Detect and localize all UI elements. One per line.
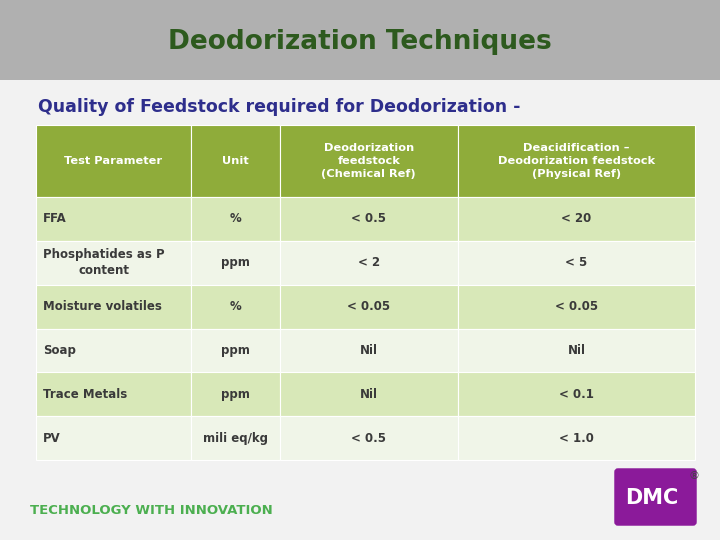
- Bar: [458, 241, 695, 285]
- Text: Nil: Nil: [360, 388, 378, 401]
- Text: ®: ®: [689, 471, 700, 481]
- Bar: [458, 285, 695, 328]
- Text: Phosphatides as P
content: Phosphatides as P content: [43, 248, 165, 277]
- Text: < 0.05: < 0.05: [347, 300, 390, 313]
- Bar: [280, 285, 458, 328]
- Text: Deacidification –
Deodorization feedstock
(Physical Ref): Deacidification – Deodorization feedstoc…: [498, 143, 655, 179]
- Text: FFA: FFA: [43, 212, 67, 225]
- Text: Trace Metals: Trace Metals: [43, 388, 127, 401]
- Text: Deodorization
feedstock
(Chemical Ref): Deodorization feedstock (Chemical Ref): [322, 143, 416, 179]
- Bar: [280, 197, 458, 241]
- Bar: [36, 197, 191, 241]
- Text: TECHNOLOGY WITH INNOVATION: TECHNOLOGY WITH INNOVATION: [30, 503, 273, 516]
- Text: %: %: [230, 212, 241, 225]
- Text: < 0.1: < 0.1: [559, 388, 594, 401]
- Bar: [280, 241, 458, 285]
- Bar: [280, 416, 458, 460]
- Bar: [458, 125, 695, 197]
- Text: Moisture volatiles: Moisture volatiles: [43, 300, 162, 313]
- Bar: [280, 373, 458, 416]
- Text: Unit: Unit: [222, 156, 248, 166]
- Text: Nil: Nil: [360, 344, 378, 357]
- Bar: [191, 416, 280, 460]
- Text: ppm: ppm: [221, 388, 250, 401]
- Bar: [191, 373, 280, 416]
- Text: PV: PV: [43, 431, 60, 444]
- Text: < 5: < 5: [565, 256, 588, 269]
- Text: < 0.5: < 0.5: [351, 212, 387, 225]
- Text: Deodorization Techniques: Deodorization Techniques: [168, 29, 552, 55]
- Text: Soap: Soap: [43, 344, 76, 357]
- Bar: [280, 125, 458, 197]
- FancyBboxPatch shape: [616, 470, 695, 524]
- Bar: [191, 125, 280, 197]
- Bar: [458, 328, 695, 373]
- Text: ppm: ppm: [221, 256, 250, 269]
- Bar: [36, 416, 191, 460]
- Text: Test Parameter: Test Parameter: [64, 156, 163, 166]
- Bar: [36, 285, 191, 328]
- Bar: [36, 241, 191, 285]
- Text: DMC: DMC: [625, 488, 678, 508]
- Bar: [191, 328, 280, 373]
- FancyBboxPatch shape: [621, 475, 690, 519]
- Text: Quality of Feedstock required for Deodorization -: Quality of Feedstock required for Deodor…: [38, 98, 521, 116]
- Text: < 0.5: < 0.5: [351, 431, 387, 444]
- Bar: [191, 241, 280, 285]
- Bar: [36, 125, 191, 197]
- Text: mili eq/kg: mili eq/kg: [203, 431, 268, 444]
- Bar: [191, 285, 280, 328]
- Bar: [458, 416, 695, 460]
- Bar: [0, 0, 720, 80]
- Text: < 2: < 2: [358, 256, 380, 269]
- Bar: [191, 197, 280, 241]
- Bar: [458, 197, 695, 241]
- Text: < 20: < 20: [562, 212, 592, 225]
- Text: < 0.05: < 0.05: [555, 300, 598, 313]
- Bar: [458, 373, 695, 416]
- Bar: [280, 328, 458, 373]
- Text: ppm: ppm: [221, 344, 250, 357]
- Bar: [36, 373, 191, 416]
- Text: %: %: [230, 300, 241, 313]
- Text: < 1.0: < 1.0: [559, 431, 594, 444]
- Text: Nil: Nil: [567, 344, 585, 357]
- Bar: [36, 328, 191, 373]
